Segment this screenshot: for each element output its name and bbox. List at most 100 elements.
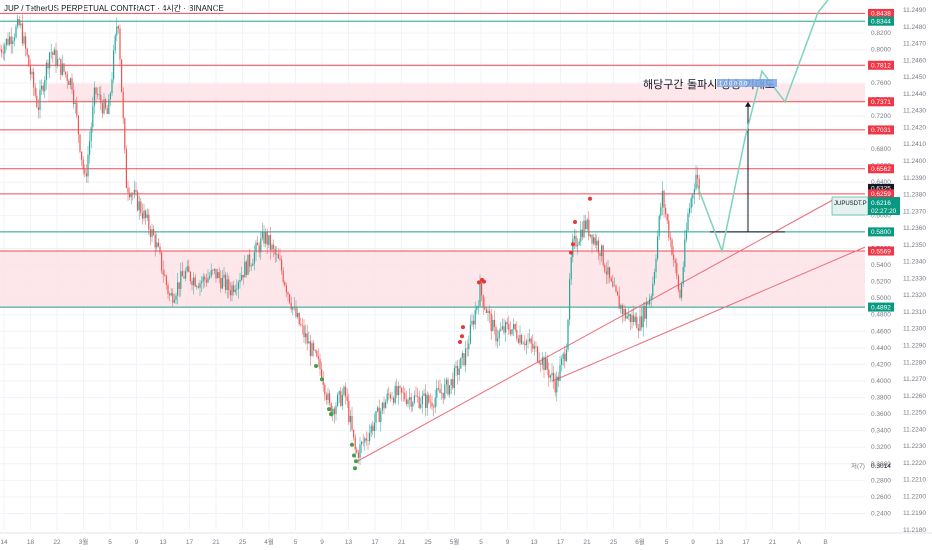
candle — [682, 261, 684, 288]
candle-body — [100, 94, 102, 104]
candle — [319, 353, 321, 376]
left-tick-label: 0.3400 — [871, 428, 891, 435]
candle — [157, 238, 159, 248]
candle-body — [45, 62, 47, 80]
right-axis: 11.2490 11.2480 11.2470 11.2460 11.2450 11.24… — [865, 0, 932, 550]
candle — [201, 276, 203, 293]
candle — [167, 282, 169, 300]
x-tick-label: 13 — [716, 539, 724, 546]
candle-body — [257, 242, 259, 246]
level-badge — [868, 246, 894, 256]
candle-body — [514, 324, 516, 330]
candle-body — [9, 36, 11, 45]
candle-body — [204, 276, 206, 280]
candle — [210, 263, 212, 279]
candle — [543, 355, 545, 378]
candle — [231, 281, 233, 302]
candle — [413, 390, 415, 405]
candle-body — [305, 333, 307, 338]
candle-body — [23, 36, 25, 44]
left-tick-label: 0.7200 — [871, 113, 891, 120]
candle-body — [541, 357, 543, 365]
candle-body — [372, 425, 374, 431]
candle — [452, 372, 454, 390]
candle-body — [169, 293, 171, 296]
candle-body — [447, 379, 449, 395]
candle — [599, 252, 601, 265]
candle — [660, 202, 662, 220]
candle-body — [106, 108, 108, 114]
level-badge-label: 0.5800 — [871, 229, 891, 236]
candle-body — [527, 340, 529, 342]
candle-body — [697, 174, 699, 179]
candle — [282, 267, 284, 285]
candle-body — [474, 310, 476, 325]
candle — [194, 273, 196, 288]
candle-body — [565, 349, 567, 362]
candle — [71, 73, 73, 95]
candle — [578, 238, 580, 246]
candle — [679, 283, 681, 300]
candle-body — [647, 302, 649, 305]
candle-body — [228, 279, 230, 291]
candle — [428, 392, 430, 405]
right-tick-label: 11.2430 — [903, 108, 926, 115]
candle-body — [20, 23, 22, 25]
candle — [447, 377, 449, 397]
candle — [405, 390, 407, 407]
candle — [18, 15, 20, 27]
candle — [385, 398, 387, 409]
candle — [437, 380, 439, 392]
candle-body — [591, 234, 593, 244]
candle — [66, 71, 68, 89]
left-tick-label: 0.6000 — [871, 212, 891, 219]
candle — [140, 198, 142, 217]
candle-body — [77, 115, 79, 135]
candle — [177, 272, 179, 305]
candle-body — [141, 212, 143, 219]
candle-body — [250, 265, 252, 267]
candle — [317, 348, 319, 367]
candle — [249, 249, 251, 273]
candle — [661, 181, 663, 216]
candle-body — [673, 255, 675, 260]
candle-body — [383, 402, 385, 409]
candle-body — [285, 285, 287, 293]
candle-body — [215, 268, 217, 279]
candle-body — [194, 277, 196, 287]
candle-body — [396, 386, 398, 396]
candle — [402, 385, 404, 402]
candle — [393, 396, 395, 406]
candle — [397, 381, 399, 405]
candle — [409, 388, 411, 410]
candle — [53, 47, 55, 56]
candle — [15, 23, 17, 40]
candle — [362, 433, 364, 447]
candle-body — [362, 441, 364, 443]
green-dot — [314, 364, 318, 369]
x-tick-label: 5 — [294, 539, 298, 546]
candle — [37, 99, 39, 119]
candle-body — [361, 441, 363, 445]
candle — [26, 47, 28, 58]
candle-body — [181, 271, 183, 277]
candle — [596, 234, 598, 252]
left-tick-label: 0.5200 — [871, 279, 891, 286]
candle — [505, 320, 507, 342]
candle-body — [333, 408, 335, 415]
candle — [49, 51, 51, 79]
candle-body — [561, 358, 563, 366]
candle-body — [116, 26, 118, 36]
candle — [463, 353, 465, 367]
red-dot — [482, 279, 486, 284]
candle-body — [546, 358, 548, 370]
candle — [580, 220, 582, 246]
candle-body — [241, 274, 243, 281]
x-tick-label: 25 — [239, 539, 247, 546]
candle-body — [626, 316, 628, 319]
candle-body — [332, 408, 334, 416]
candle — [92, 96, 94, 133]
candle — [4, 42, 6, 62]
candle — [311, 340, 313, 357]
